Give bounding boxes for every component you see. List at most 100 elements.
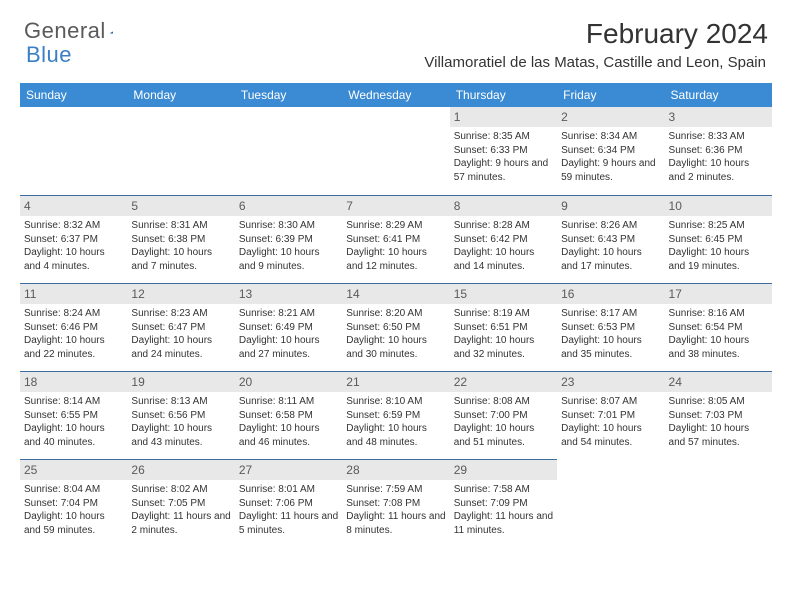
day-number: 18 <box>20 371 127 392</box>
calendar-row: 25 Sunrise: 8:04 AMSunset: 7:04 PMDayligh… <box>20 459 772 543</box>
day-number: 4 <box>20 195 127 216</box>
title-block: February 2024 Villamoratiel de las Matas… <box>424 18 768 71</box>
calendar-cell: 5Sunrise: 8:31 AMSunset: 6:38 PMDaylight… <box>127 195 234 283</box>
calendar-cell: 19 Sunrise: 8:13 AMSunset: 6:56 PMDayligh… <box>127 371 234 459</box>
logo-line2: Blue <box>26 42 72 68</box>
day-number: 19 <box>127 371 234 392</box>
day-info: Sunrise: 8:21 AMSunset: 6:49 PMDaylight:… <box>239 307 338 361</box>
calendar-cell: 29Sunrise: 7:58 AMSunset: 7:09 PMDayligh… <box>450 459 557 543</box>
calendar-cell: 7 Sunrise: 8:29 AMSunset: 6:41 PMDaylight… <box>342 195 449 283</box>
day-info: Sunrise: 8:28 AMSunset: 6:42 PMDaylight:… <box>454 219 553 273</box>
day-number: 12 <box>127 283 234 304</box>
day-info: Sunrise: 8:29 AMSunset: 6:41 PMDaylight:… <box>346 219 445 273</box>
day-number: 20 <box>235 371 342 392</box>
calendar-cell: 18 Sunrise: 8:14 AMSunset: 6:55 PMDayligh… <box>20 371 127 459</box>
day-number: 26 <box>127 459 234 480</box>
day-number: 21 <box>342 371 449 392</box>
logo-triangle-icon <box>110 24 114 40</box>
calendar-cell <box>235 107 342 195</box>
day-info: Sunrise: 8:20 AMSunset: 6:50 PMDaylight:… <box>346 307 445 361</box>
calendar-cell <box>557 459 664 543</box>
day-number: 22 <box>450 371 557 392</box>
calendar-cell: 23 Sunrise: 8:07 AMSunset: 7:01 PMDayligh… <box>557 371 664 459</box>
day-info: Sunrise: 8:32 AMSunset: 6:37 PMDaylight:… <box>24 219 123 273</box>
weekday-header: Friday <box>557 83 664 107</box>
calendar-cell: 24Sunrise: 8:05 AMSunset: 7:03 PMDayligh… <box>665 371 772 459</box>
day-info: Sunrise: 7:58 AMSunset: 7:09 PMDaylight:… <box>454 483 553 537</box>
day-info: Sunrise: 8:07 AMSunset: 7:01 PMDaylight:… <box>561 395 660 449</box>
day-info: Sunrise: 8:26 AMSunset: 6:43 PMDaylight:… <box>561 219 660 273</box>
day-info: Sunrise: 8:30 AMSunset: 6:39 PMDaylight:… <box>239 219 338 273</box>
calendar-cell <box>665 459 772 543</box>
calendar-cell: 1 Sunrise: 8:35 AMSunset: 6:33 PMDaylight… <box>450 107 557 195</box>
day-number: 7 <box>342 195 449 216</box>
calendar-cell <box>342 107 449 195</box>
weekday-header: Tuesday <box>235 83 342 107</box>
weekday-header: Wednesday <box>342 83 449 107</box>
logo-text-2: Blue <box>26 42 72 68</box>
day-info: Sunrise: 8:13 AMSunset: 6:56 PMDaylight:… <box>131 395 230 449</box>
day-number: 6 <box>235 195 342 216</box>
calendar-cell: 28 Sunrise: 7:59 AMSunset: 7:08 PMDayligh… <box>342 459 449 543</box>
day-number: 14 <box>342 283 449 304</box>
calendar-cell <box>20 107 127 195</box>
day-number: 11 <box>20 283 127 304</box>
month-title: February 2024 <box>424 18 768 50</box>
calendar-cell: 16 Sunrise: 8:17 AMSunset: 6:53 PMDayligh… <box>557 283 664 371</box>
calendar-body: 1 Sunrise: 8:35 AMSunset: 6:33 PMDaylight… <box>20 107 772 543</box>
day-number: 1 <box>450 107 557 127</box>
calendar-cell: 27 Sunrise: 8:01 AMSunset: 7:06 PMDayligh… <box>235 459 342 543</box>
day-info: Sunrise: 8:10 AMSunset: 6:59 PMDaylight:… <box>346 395 445 449</box>
day-info: Sunrise: 8:05 AMSunset: 7:03 PMDaylight:… <box>669 395 768 449</box>
day-number: 2 <box>557 107 664 127</box>
calendar-cell: 8Sunrise: 8:28 AMSunset: 6:42 PMDaylight… <box>450 195 557 283</box>
day-number: 23 <box>557 371 664 392</box>
day-number: 13 <box>235 283 342 304</box>
calendar-row: 11 Sunrise: 8:24 AMSunset: 6:46 PMDayligh… <box>20 283 772 371</box>
day-info: Sunrise: 8:02 AMSunset: 7:05 PMDaylight:… <box>131 483 230 537</box>
calendar-row: 18 Sunrise: 8:14 AMSunset: 6:55 PMDayligh… <box>20 371 772 459</box>
day-info: Sunrise: 8:23 AMSunset: 6:47 PMDaylight:… <box>131 307 230 361</box>
day-info: Sunrise: 8:24 AMSunset: 6:46 PMDaylight:… <box>24 307 123 361</box>
calendar-cell: 17Sunrise: 8:16 AMSunset: 6:54 PMDayligh… <box>665 283 772 371</box>
weekday-header: Sunday <box>20 83 127 107</box>
weekday-header: Thursday <box>450 83 557 107</box>
day-number: 9 <box>557 195 664 216</box>
day-number: 28 <box>342 459 449 480</box>
weekday-header: Monday <box>127 83 234 107</box>
calendar-cell: 14 Sunrise: 8:20 AMSunset: 6:50 PMDayligh… <box>342 283 449 371</box>
day-number: 3 <box>665 107 772 127</box>
calendar-cell: 11 Sunrise: 8:24 AMSunset: 6:46 PMDayligh… <box>20 283 127 371</box>
calendar-cell: 6 Sunrise: 8:30 AMSunset: 6:39 PMDaylight… <box>235 195 342 283</box>
calendar-cell <box>127 107 234 195</box>
day-info: Sunrise: 8:35 AMSunset: 6:33 PMDaylight:… <box>454 130 553 184</box>
calendar-cell: 22Sunrise: 8:08 AMSunset: 7:00 PMDayligh… <box>450 371 557 459</box>
day-number: 25 <box>20 459 127 480</box>
day-number: 27 <box>235 459 342 480</box>
day-info: Sunrise: 8:04 AMSunset: 7:04 PMDaylight:… <box>24 483 123 537</box>
day-info: Sunrise: 8:01 AMSunset: 7:06 PMDaylight:… <box>239 483 338 537</box>
day-info: Sunrise: 8:16 AMSunset: 6:54 PMDaylight:… <box>669 307 768 361</box>
calendar-cell: 12 Sunrise: 8:23 AMSunset: 6:47 PMDayligh… <box>127 283 234 371</box>
day-info: Sunrise: 8:33 AMSunset: 6:36 PMDaylight:… <box>669 130 768 184</box>
day-number: 16 <box>557 283 664 304</box>
day-info: Sunrise: 8:19 AMSunset: 6:51 PMDaylight:… <box>454 307 553 361</box>
calendar-cell: 9 Sunrise: 8:26 AMSunset: 6:43 PMDaylight… <box>557 195 664 283</box>
calendar-table: SundayMondayTuesdayWednesdayThursdayFrid… <box>20 83 772 543</box>
calendar-cell: 3 Sunrise: 8:33 AMSunset: 6:36 PMDaylight… <box>665 107 772 195</box>
calendar-row: 4 Sunrise: 8:32 AMSunset: 6:37 PMDaylight… <box>20 195 772 283</box>
calendar-row: 1 Sunrise: 8:35 AMSunset: 6:33 PMDaylight… <box>20 107 772 195</box>
day-info: Sunrise: 8:11 AMSunset: 6:58 PMDaylight:… <box>239 395 338 449</box>
header: General February 2024 Villamoratiel de l… <box>0 0 792 75</box>
day-number: 10 <box>665 195 772 216</box>
calendar-cell: 21 Sunrise: 8:10 AMSunset: 6:59 PMDayligh… <box>342 371 449 459</box>
day-info: Sunrise: 8:14 AMSunset: 6:55 PMDaylight:… <box>24 395 123 449</box>
calendar-cell: 4 Sunrise: 8:32 AMSunset: 6:37 PMDaylight… <box>20 195 127 283</box>
weekday-header: Saturday <box>665 83 772 107</box>
day-number: 15 <box>450 283 557 304</box>
calendar-cell: 20 Sunrise: 8:11 AMSunset: 6:58 PMDayligh… <box>235 371 342 459</box>
calendar-cell: 13 Sunrise: 8:21 AMSunset: 6:49 PMDayligh… <box>235 283 342 371</box>
day-info: Sunrise: 7:59 AMSunset: 7:08 PMDaylight:… <box>346 483 445 537</box>
calendar-cell: 26 Sunrise: 8:02 AMSunset: 7:05 PMDayligh… <box>127 459 234 543</box>
day-info: Sunrise: 8:17 AMSunset: 6:53 PMDaylight:… <box>561 307 660 361</box>
